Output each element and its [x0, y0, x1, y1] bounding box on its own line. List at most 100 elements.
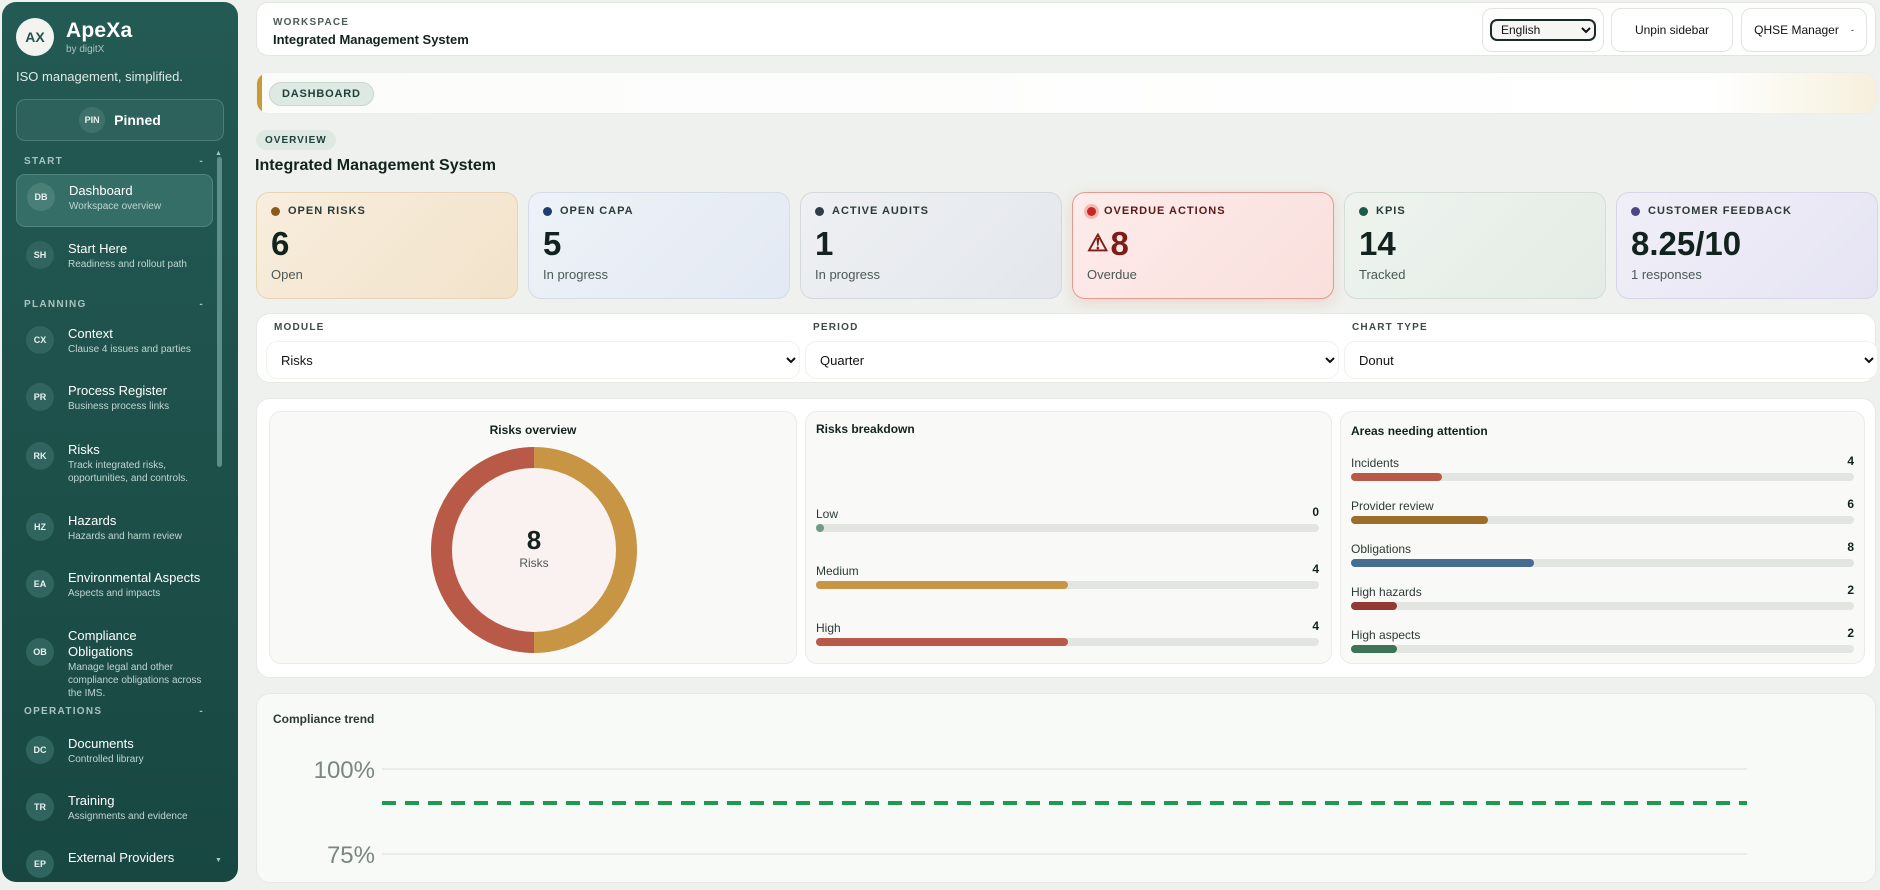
bar-track	[816, 638, 1319, 646]
breakdown-row: Low 0	[816, 505, 1319, 532]
sidebar-item-title: Training	[68, 793, 115, 808]
pin-icon: PIN	[79, 107, 106, 133]
sidebar-scrollbar[interactable]	[217, 157, 222, 467]
sidebar-item-external-providers[interactable]: EP External Providers	[16, 842, 213, 882]
kpi-card-open-capa[interactable]: OPEN CAPA 5 In progress	[528, 192, 790, 299]
kpi-card-kpis[interactable]: KPIS 14 Tracked	[1344, 192, 1606, 299]
sidebar-item-compliance-obligations[interactable]: OB Compliance Obligations Manage legal an…	[16, 620, 213, 699]
process-register-icon: PR	[26, 383, 54, 411]
unpin-sidebar-button[interactable]: Unpin sidebar	[1611, 8, 1733, 52]
section-planning[interactable]: PLANNING -	[24, 299, 204, 310]
kpi-dot	[815, 206, 824, 216]
bar-value: 8	[1847, 540, 1854, 554]
sidebar-item-start-here[interactable]: SH Start Here Readiness and rollout path	[16, 233, 213, 285]
bar-fill	[816, 524, 824, 532]
sidebar-item-title: Risks	[68, 442, 100, 457]
collapse-icon[interactable]: -	[199, 156, 204, 167]
donut-title: Risks overview	[489, 423, 577, 437]
bar-track	[1351, 473, 1854, 481]
sidebar-item-subtitle: Assignments and evidence	[68, 811, 188, 822]
module-select[interactable]: Risks	[267, 342, 799, 378]
role-menu-button[interactable]: QHSE Manager -	[1741, 8, 1867, 52]
charts-panel: Risks overview 8 Risks Risks breakdown L…	[256, 398, 1876, 678]
kpi-dot	[271, 206, 280, 216]
kpi-label: OVERDUE ACTIONS	[1104, 205, 1226, 217]
kpi-subtitle: Overdue	[1087, 267, 1137, 282]
collapse-icon[interactable]: -	[199, 299, 204, 310]
bar-value: 0	[1312, 505, 1319, 519]
module-label: MODULE	[274, 322, 325, 333]
y-tick-label: 75%	[327, 842, 375, 869]
sidebar-item-title: Process Register	[68, 383, 167, 398]
kpi-subtitle: 1 responses	[1631, 267, 1702, 282]
hazards-icon: HZ	[26, 513, 54, 541]
attention-card: Areas needing attention Incidents 4 Provid…	[1340, 411, 1865, 664]
kpi-value: 1	[815, 225, 834, 262]
bar-track	[1351, 516, 1854, 524]
brand[interactable]: AX ApeXa by digitX	[16, 18, 132, 56]
dashboard-icon: DB	[27, 183, 55, 211]
collapse-icon[interactable]: -	[199, 706, 204, 717]
sidebar-item-title: External Providers	[68, 850, 175, 865]
breadcrumb-dashboard[interactable]: DASHBOARD	[269, 82, 374, 106]
bar-track	[816, 524, 1319, 532]
attention-row: High aspects 2	[1351, 626, 1854, 653]
donut-slice-medium[interactable]	[534, 447, 638, 653]
documents-icon: DC	[26, 736, 54, 764]
kpi-label: KPIS	[1376, 205, 1406, 217]
kpi-subtitle: In progress	[815, 267, 881, 282]
donut-center-value: 8	[527, 525, 541, 555]
chevron-down-icon: -	[1850, 25, 1854, 35]
sidebar-item-subtitle: Readiness and rollout path	[68, 259, 187, 270]
risks-breakdown-card: Risks breakdown Low 0 Medium 4 High 4	[805, 411, 1332, 664]
pin-button[interactable]: PIN Pinned	[16, 99, 224, 141]
role-label: QHSE Manager	[1754, 23, 1839, 37]
bar-label: Medium	[816, 564, 859, 578]
compliance-trend-chart: 100% 75%	[314, 757, 1747, 869]
breakdown-title: Risks breakdown	[816, 422, 915, 436]
y-tick-label: 100%	[314, 757, 375, 784]
brand-tagline: ISO management, simplified.	[16, 69, 183, 84]
sidebar-item-documents[interactable]: DC Documents Controlled library	[16, 728, 213, 780]
language-select[interactable]: English	[1490, 19, 1596, 41]
kpi-card-open-risks[interactable]: OPEN RISKS 6 Open	[256, 192, 518, 299]
workspace-title: Integrated Management System	[273, 32, 469, 47]
sidebar-item-context[interactable]: CX Context Clause 4 issues and parties	[16, 318, 213, 370]
sidebar-item-training[interactable]: TR Training Assignments and evidence	[16, 785, 213, 837]
kpi-card-active-audits[interactable]: ACTIVE AUDITS 1 In progress	[800, 192, 1062, 299]
bar-fill	[816, 638, 1068, 646]
bar-label: Low	[816, 507, 839, 521]
sidebar-item-process-register[interactable]: PR Process Register Business process link…	[16, 375, 213, 427]
kpi-label: OPEN CAPA	[560, 205, 634, 217]
chart-type-select[interactable]: Donut	[1345, 342, 1877, 378]
scroll-up-arrow-icon[interactable]: ▲	[215, 150, 222, 157]
sidebar-item-hazards[interactable]: HZ Hazards Hazards and harm review	[16, 505, 213, 557]
donut-slice-high[interactable]	[430, 447, 534, 653]
kpi-label: OPEN RISKS	[288, 205, 366, 217]
scroll-down-arrow-icon[interactable]: ▼	[215, 857, 222, 864]
kpi-card-customer-feedback[interactable]: CUSTOMER FEEDBACK 8.25/10 1 responses	[1616, 192, 1878, 299]
sidebar-item-risks[interactable]: RK Risks Track integrated risks, opportun…	[16, 434, 213, 492]
external-providers-icon: EP	[26, 850, 54, 878]
breakdown-row: Medium 4	[816, 562, 1319, 589]
risks-icon: RK	[26, 442, 54, 470]
section-operations[interactable]: OPERATIONS -	[24, 706, 204, 717]
brand-badge: AX	[16, 18, 54, 56]
kpi-card-overdue-actions[interactable]: OVERDUE ACTIONS ⚠ 8 Overdue	[1072, 192, 1334, 299]
section-start[interactable]: START -	[24, 156, 204, 167]
page-title: Integrated Management System	[255, 157, 496, 174]
bar-track	[816, 581, 1319, 589]
kpi-dot	[1359, 206, 1368, 216]
sidebar-item-environmental-aspects[interactable]: EA Environmental Aspects Aspects and impa…	[16, 562, 213, 614]
kpi-subtitle: Tracked	[1359, 267, 1406, 282]
sidebar-item-subtitle: Clause 4 issues and parties	[68, 344, 191, 355]
donut-card: Risks overview 8 Risks	[269, 411, 797, 664]
compliance-obligations-icon: OB	[26, 638, 54, 666]
period-select[interactable]: Quarter	[806, 342, 1338, 378]
attention-row: Obligations 8	[1351, 540, 1854, 567]
sidebar-item-subtitle: Business process links	[68, 401, 170, 412]
donut-center	[452, 468, 616, 632]
warning-icon: ⚠	[1087, 230, 1109, 257]
sidebar-item-dashboard[interactable]: DB Dashboard Workspace overview	[16, 174, 213, 227]
sidebar: AX ApeXa by digitX ISO management, simpl…	[2, 2, 238, 882]
